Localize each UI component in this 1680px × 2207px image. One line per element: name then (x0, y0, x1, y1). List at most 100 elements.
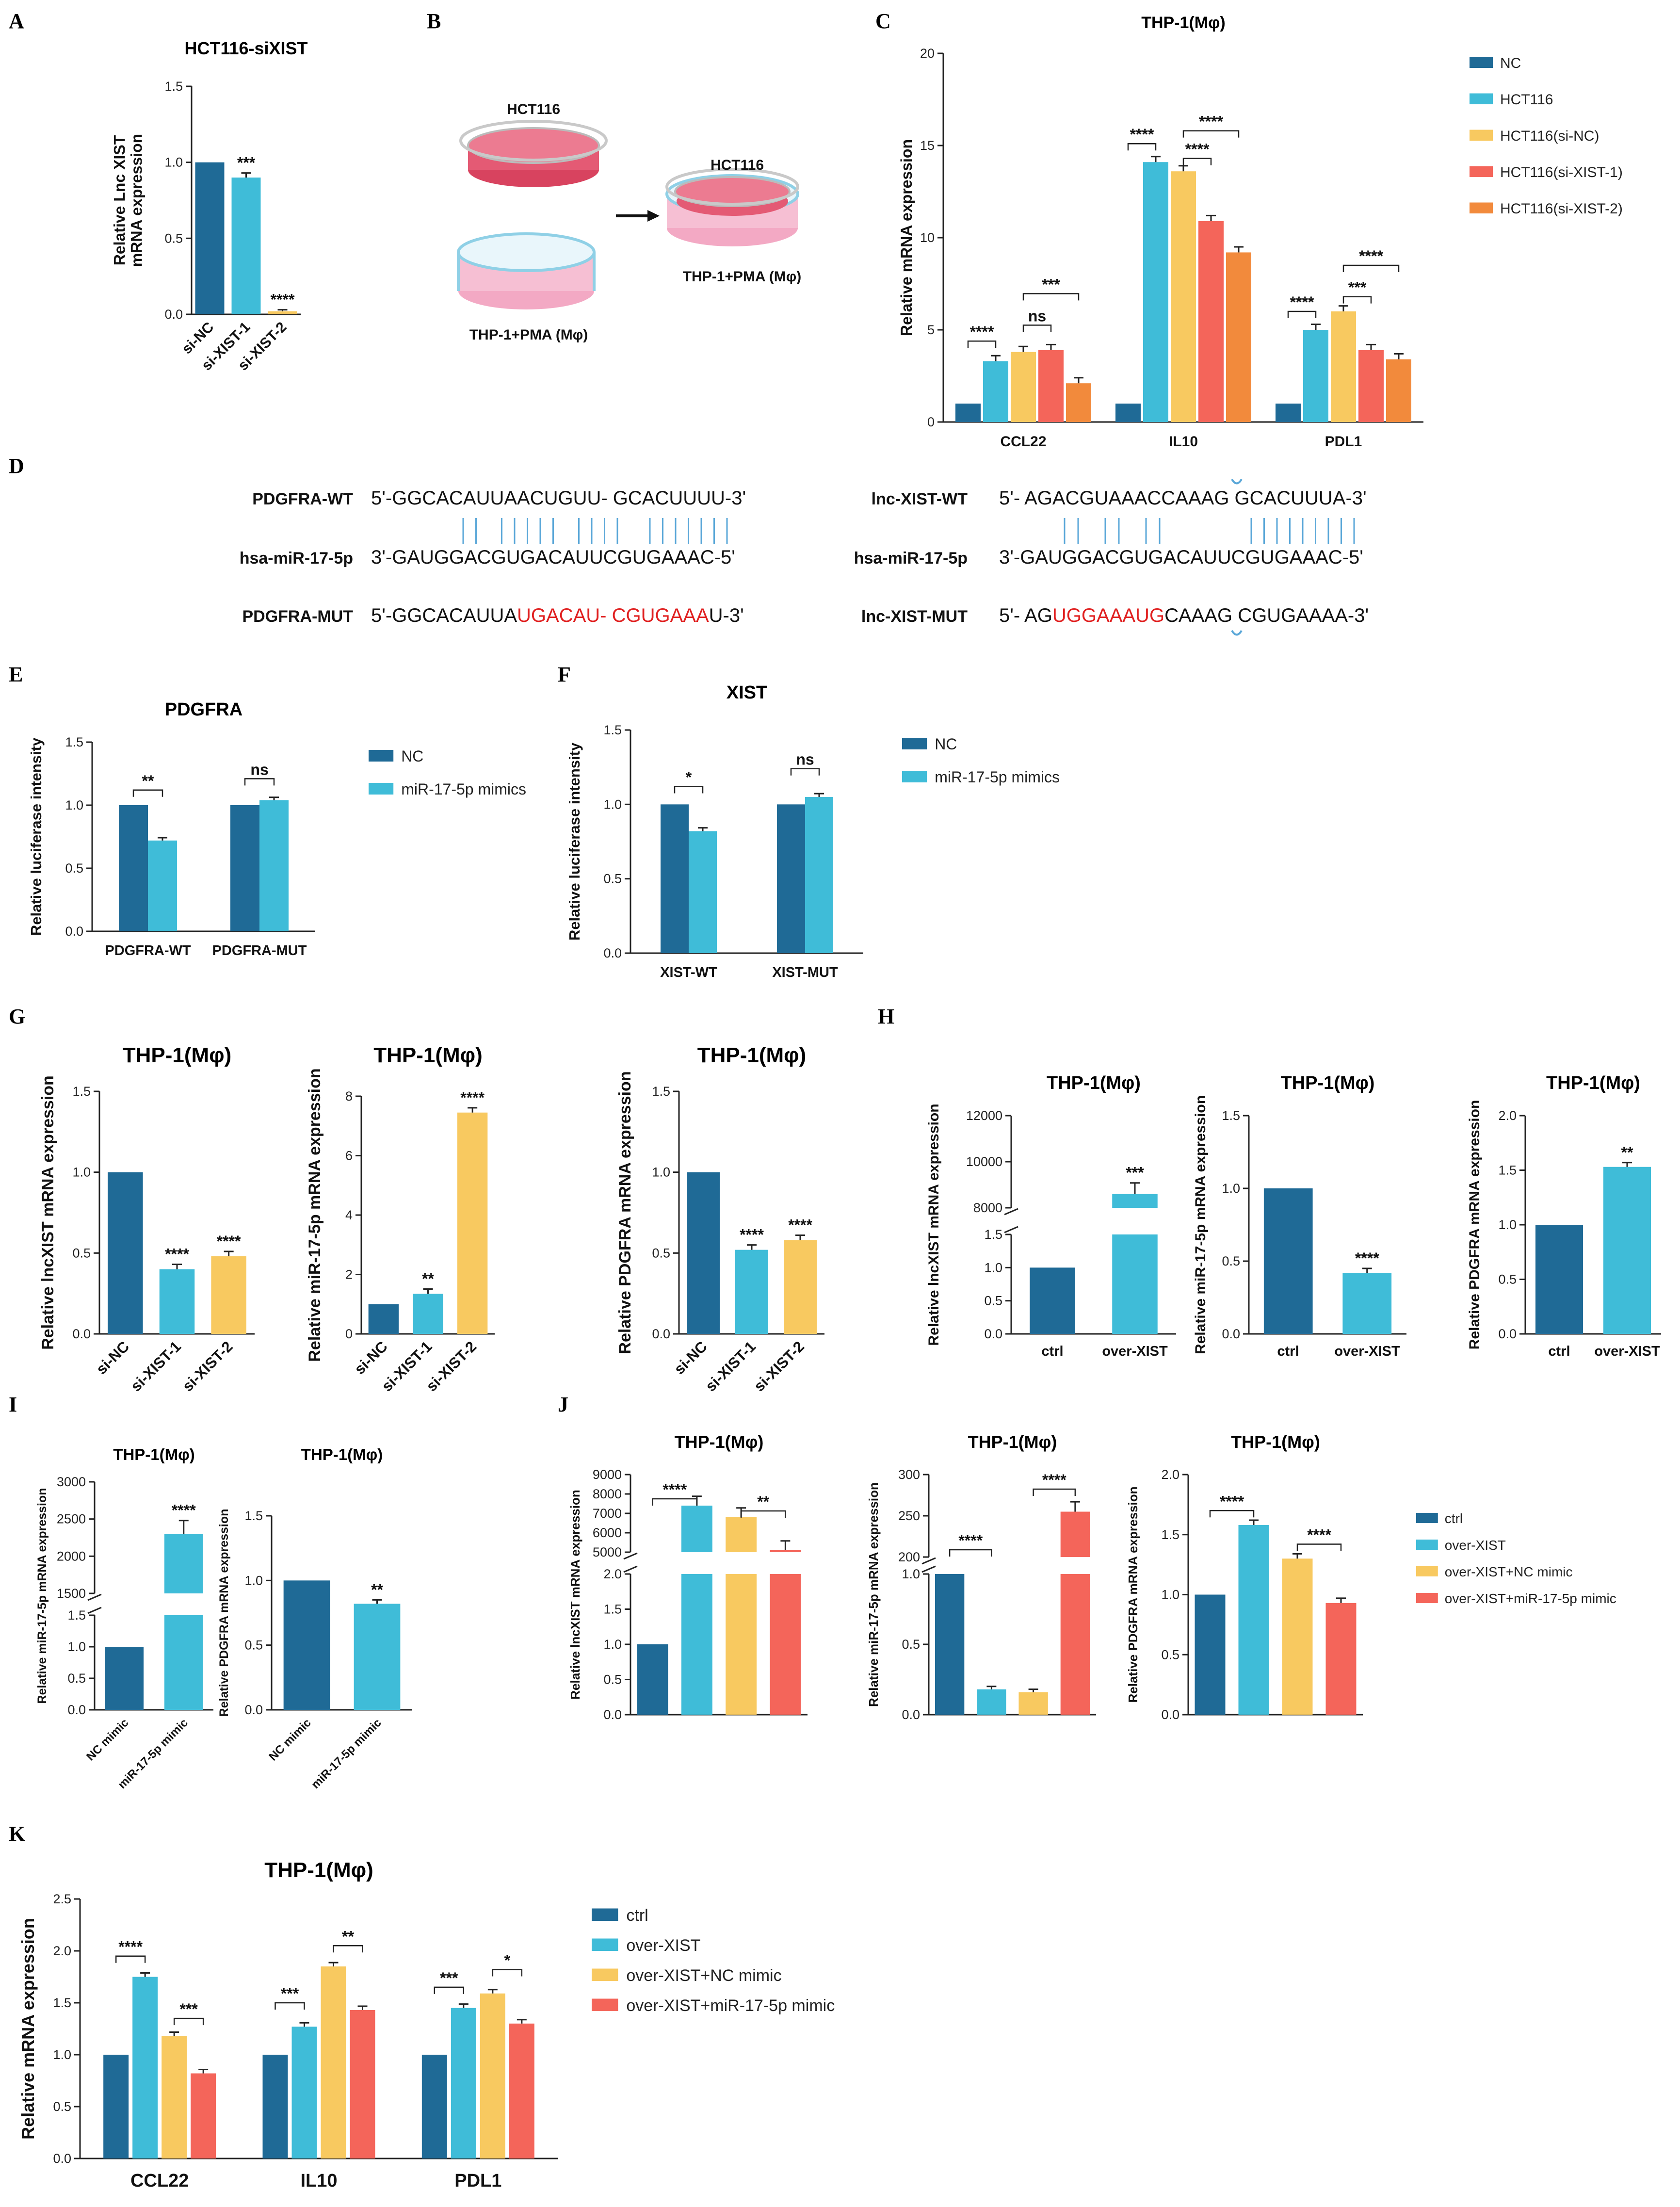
y-tick-label: 7000 (593, 1506, 622, 1521)
bar-hct116-ccl22 (983, 361, 1008, 422)
significance-label: ** (142, 772, 154, 790)
y-tick-label: 1.5 (603, 1602, 622, 1617)
x-tick-label: si-NC (351, 1338, 391, 1378)
y-tick-label: 15 (920, 138, 935, 153)
y-axis-title: Relative miR-17-5p mRNA expression (306, 1068, 324, 1362)
significance-label: **** (740, 1226, 764, 1244)
bar-ctrl (935, 1574, 965, 1715)
y-tick-label: 0.0 (984, 1327, 1002, 1341)
panel-label-f: F (558, 663, 571, 686)
bar-mir-17-5p-mimic (354, 1604, 401, 1710)
chart-g2: 02468******si-NCsi-XIST-1si-XIST-2THP-1(… (306, 1043, 495, 1395)
y-axis-title: Relative PDGFRA mRNA expression (217, 1509, 231, 1717)
seq-pdgfra-wt: 5'-GGCACAUUAACUGUU- GCACUUUU-3' (371, 487, 746, 509)
significance-label: **** (165, 1246, 189, 1263)
y-tick-label: 0.5 (984, 1294, 1002, 1308)
bar-over-xist-nc-mimic-lower (726, 1574, 757, 1715)
y-tick-label: 200 (898, 1550, 920, 1564)
legend-swatch (592, 1998, 618, 2011)
comparison-bracket (434, 1986, 465, 1994)
comparison-bracket (132, 789, 163, 797)
panel-label-j: J (558, 1393, 568, 1416)
bar-hct116-si-xist-1-il10 (1198, 221, 1224, 422)
chart-title: THP-1(Mφ) (1231, 1432, 1320, 1452)
axis-break-mark (623, 1552, 638, 1560)
y-tick-label: 1.0 (164, 155, 183, 170)
y-tick-label: 0.0 (244, 1703, 263, 1717)
bar-nc-xist-wt (661, 804, 689, 953)
y-axis-title: Relative PDGFRA mRNA expression (616, 1071, 634, 1354)
y-tick-label: 1.0 (603, 797, 622, 811)
y-axis-title: Relative lncXIST mRNA expression (568, 1490, 582, 1700)
legend-label: ctrl (1445, 1511, 1463, 1526)
y-tick-label: 5 (927, 323, 935, 337)
legend-swatch (1416, 1566, 1438, 1576)
bar-over-xist-nc-mimic (1282, 1558, 1313, 1715)
bar-si-nc (195, 162, 225, 314)
comparison-bracket (1033, 1488, 1076, 1496)
significance-label: **** (1355, 1250, 1379, 1267)
legend-label: NC (401, 747, 423, 765)
bar-over-xist (977, 1689, 1006, 1715)
y-tick-label: 1.5 (984, 1227, 1002, 1242)
y-tick-label: 0.5 (67, 1671, 86, 1686)
bar-ctrl (1263, 1188, 1313, 1334)
x-tick-label: miR-17-5p mimic (309, 1716, 384, 1791)
bulge-loop-bottom-icon (1231, 630, 1243, 636)
y-tick-label: 5000 (593, 1545, 622, 1559)
y-tick-label: 1.0 (1498, 1217, 1517, 1232)
bar-ctrl-il10 (262, 2055, 288, 2158)
bar-over-xist-mir-17-5p-mimic-upper (1060, 1511, 1090, 1557)
bar-over-xist (1238, 1525, 1269, 1715)
y-tick-label: 0.5 (1161, 1647, 1179, 1662)
legend-label: miR-17-5p mimics (935, 768, 1060, 786)
y-tick-label: 0.5 (652, 1246, 670, 1260)
legend-swatch (592, 1908, 618, 1921)
seq-label-pdgfra-wt: PDGFRA-WT (252, 490, 353, 508)
chart-title: THP-1(Mφ) (697, 1043, 807, 1067)
bar-ctrl-pdl1 (421, 2055, 447, 2158)
legend-label: over-XIST+miR-17-5p mimic (1445, 1591, 1616, 1606)
chart-h2: 0.0 0.5 1.0 1.5 **** ctrl over-XIST THP-1(Mφ) Re… (1193, 1073, 1406, 1359)
significance-label: ns (1028, 307, 1046, 325)
legend-label: HCT116(si-XIST-1) (1500, 164, 1623, 180)
y-tick-label: 6 (345, 1149, 353, 1163)
seq-pdgfra-mut: 5'-GGCACAUUAUGACAU- CGUGAAAU-3' (371, 605, 744, 626)
bar-over-xist-mir-17-5p-mimic-upper (770, 1550, 801, 1552)
bar-si-xist-2 (211, 1256, 246, 1334)
bar-si-xist-1 (159, 1269, 195, 1334)
bar-mir-17-5p-mimics-xist-mut (805, 797, 833, 953)
bar-si-xist-1 (735, 1250, 768, 1334)
bar-over-xist-mir-17-5p-mimic-lower (770, 1574, 801, 1715)
bar-nc-mimic (105, 1647, 144, 1710)
panel-b-schematic: HCT116 THP-1+PMA (Mφ) HCT116 THP-1+PMA (… (457, 101, 801, 343)
legend-label: NC (1500, 55, 1521, 71)
bar-nc-pdgfra-wt (119, 805, 148, 931)
comparison-bracket (967, 340, 997, 348)
y-tick-label: 1.0 (53, 2047, 71, 2062)
axis-break-mark (1004, 1208, 1018, 1216)
panel-label-a: A (9, 9, 24, 33)
comparison-bracket (492, 1969, 523, 1977)
x-tick-label: si-NC (93, 1338, 132, 1378)
y-tick-label: 2 (345, 1267, 353, 1282)
x-tick-label: PDGFRA-MUT (212, 943, 307, 958)
chart-e: 0.0 0.5 1.0 1.5 PDGFRA-WT PDGFRA-MUT PDGFRA Rel… (28, 699, 526, 958)
bar-si-xist-2 (268, 311, 297, 314)
bar-over-xist-pdl1 (451, 2008, 476, 2158)
bar-over-xist-ccl22 (132, 1977, 158, 2158)
chart-title: THP-1(Mφ) (968, 1432, 1057, 1452)
comparison-bracket (652, 1498, 698, 1506)
chart-title: THP-1(Mφ) (1047, 1073, 1141, 1093)
y-tick-label: 0.5 (53, 2099, 71, 2114)
y-tick-label: 4 (345, 1208, 353, 1222)
panel-label-g: G (9, 1005, 25, 1028)
chart-title: THP-1(Mφ) (373, 1043, 483, 1067)
bar-over-xist-mir-17-5p-mimic-lower (1060, 1574, 1090, 1715)
y-tick-label: 8000 (593, 1487, 622, 1501)
legend-swatch (902, 771, 927, 782)
significance-label: ns (250, 761, 268, 778)
x-tick-label: si-XIST-2 (751, 1338, 808, 1395)
